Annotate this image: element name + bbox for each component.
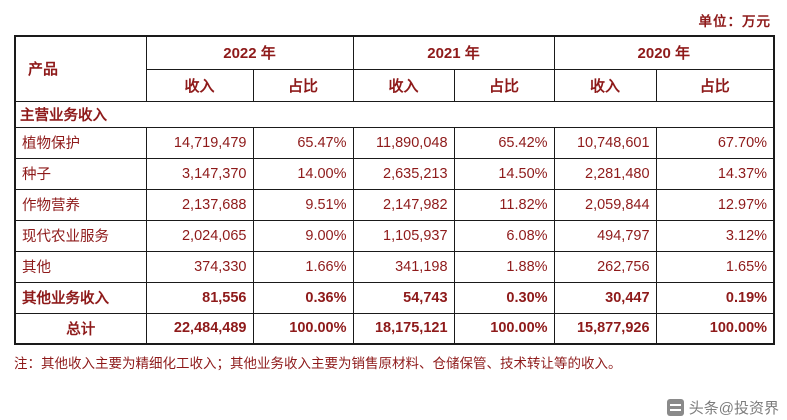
- ratio-cell: 11.82%: [453, 188, 555, 221]
- product-cell: 种子: [14, 157, 147, 190]
- revenue-table: 产品 2022 年 2021 年 2020 年 收入 占比 收入 占比 收入 占…: [14, 35, 776, 345]
- table-row-other-business: 其他业务收入 81,556 0.36% 54,743 0.30% 30,447 …: [14, 281, 775, 314]
- ratio-cell: 100.00%: [252, 312, 354, 345]
- year-header-2021: 2021 年: [352, 35, 555, 70]
- sub-header-revenue-2021: 收入: [352, 68, 455, 102]
- revenue-cell: 341,198: [352, 250, 455, 283]
- revenue-cell: 54,743: [352, 281, 455, 314]
- revenue-cell: 18,175,121: [352, 312, 455, 345]
- watermark: 头条@投资界: [666, 397, 779, 418]
- sub-header-ratio-2020: 占比: [655, 68, 775, 102]
- ratio-cell: 67.70%: [655, 126, 775, 159]
- product-cell: 现代农业服务: [14, 219, 147, 252]
- revenue-cell: 14,719,479: [145, 126, 254, 159]
- table-row-total: 总计 22,484,489 100.00% 18,175,121 100.00%…: [14, 312, 775, 345]
- table-row: 种子 3,147,370 14.00% 2,635,213 14.50% 2,2…: [14, 157, 775, 190]
- ratio-cell: 1.88%: [453, 250, 555, 283]
- sub-header-revenue-2020: 收入: [553, 68, 657, 102]
- ratio-cell: 0.30%: [453, 281, 555, 314]
- ratio-cell: 6.08%: [453, 219, 555, 252]
- revenue-cell: 81,556: [145, 281, 254, 314]
- revenue-cell: 374,330: [145, 250, 254, 283]
- ratio-cell: 65.42%: [453, 126, 555, 159]
- revenue-cell: 22,484,489: [145, 312, 254, 345]
- table-header-row-subcolumns: 收入 占比 收入 占比 收入 占比: [15, 68, 775, 102]
- revenue-cell: 3,147,370: [145, 157, 254, 190]
- ratio-cell: 9.00%: [252, 219, 354, 252]
- ratio-cell: 14.37%: [655, 157, 775, 190]
- year-header-2022: 2022 年: [145, 35, 354, 70]
- revenue-cell: 494,797: [553, 219, 657, 252]
- revenue-cell: 2,137,688: [145, 188, 254, 221]
- product-column-header: 产品: [14, 35, 147, 102]
- ratio-cell: 0.36%: [252, 281, 354, 314]
- ratio-cell: 14.00%: [252, 157, 354, 190]
- ratio-cell: 100.00%: [655, 312, 775, 345]
- revenue-cell: 30,447: [553, 281, 657, 314]
- revenue-cell: 2,147,982: [352, 188, 455, 221]
- ratio-cell: 12.97%: [655, 188, 775, 221]
- revenue-cell: 15,877,926: [553, 312, 657, 345]
- ratio-cell: 14.50%: [453, 157, 555, 190]
- product-cell: 其他业务收入: [14, 281, 147, 314]
- table-row: 现代农业服务 2,024,065 9.00% 1,105,937 6.08% 4…: [14, 219, 775, 252]
- section-header-row: 主营业务收入: [14, 100, 775, 128]
- revenue-cell: 262,756: [553, 250, 657, 283]
- revenue-cell: 1,105,937: [352, 219, 455, 252]
- footnote: 注：其他收入主要为精细化工收入；其他业务收入主要为销售原材料、仓储保管、技术转让…: [14, 356, 622, 371]
- ratio-cell: 1.65%: [655, 250, 775, 283]
- watermark-text: 头条@投资界: [688, 400, 779, 417]
- sub-header-ratio-2021: 占比: [453, 68, 555, 102]
- revenue-cell: 2,024,065: [145, 219, 254, 252]
- ratio-cell: 1.66%: [252, 250, 354, 283]
- table-row: 其他 374,330 1.66% 341,198 1.88% 262,756 1…: [14, 250, 775, 283]
- section-header-label: 主营业务收入: [14, 100, 775, 128]
- revenue-cell: 2,635,213: [352, 157, 455, 190]
- ratio-cell: 0.19%: [655, 281, 775, 314]
- sub-header-revenue-2022: 收入: [145, 68, 254, 102]
- table-header-row-years: 产品 2022 年 2021 年 2020 年: [14, 35, 775, 102]
- sub-header-ratio-2022: 占比: [252, 68, 354, 102]
- ratio-cell: 3.12%: [655, 219, 775, 252]
- ratio-cell: 100.00%: [453, 312, 555, 345]
- unit-label: 单位：万元: [698, 14, 771, 29]
- table-row: 植物保护 14,719,479 65.47% 11,890,048 65.42%…: [14, 126, 775, 159]
- ratio-cell: 9.51%: [252, 188, 354, 221]
- total-label-cell: 总计: [14, 312, 147, 345]
- table-row: 作物营养 2,137,688 9.51% 2,147,982 11.82% 2,…: [14, 188, 775, 221]
- revenue-cell: 11,890,048: [352, 126, 455, 159]
- revenue-cell: 2,281,480: [553, 157, 657, 190]
- product-cell: 作物营养: [14, 188, 147, 221]
- revenue-cell: 2,059,844: [553, 188, 657, 221]
- year-header-2020: 2020 年: [553, 35, 775, 70]
- revenue-cell: 10,748,601: [553, 126, 657, 159]
- ratio-cell: 65.47%: [252, 126, 354, 159]
- toutiao-logo-icon: [666, 399, 684, 416]
- product-cell: 植物保护: [14, 126, 147, 159]
- product-cell: 其他: [14, 250, 147, 283]
